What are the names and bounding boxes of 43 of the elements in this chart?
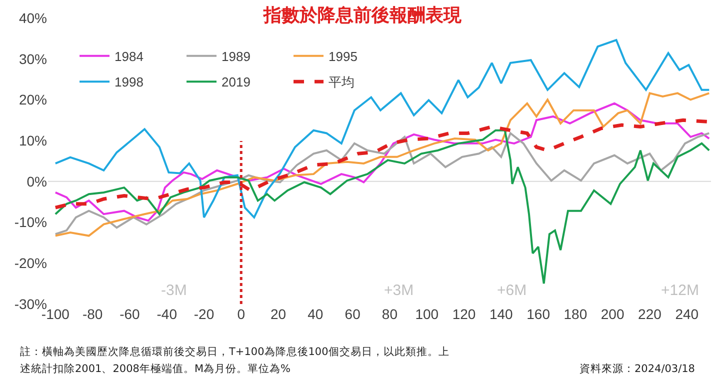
annotation: +6M bbox=[497, 282, 527, 299]
x-tick-label: -60 bbox=[120, 306, 140, 322]
x-tick-label: 240 bbox=[675, 306, 699, 322]
y-tick-label: 0% bbox=[26, 173, 47, 190]
y-tick-label: 20% bbox=[18, 92, 47, 108]
x-tick-label: 100 bbox=[415, 306, 439, 322]
line-series bbox=[54, 92, 710, 237]
x-tick-label: 120 bbox=[452, 306, 476, 322]
y-tick-label: -30% bbox=[14, 296, 47, 312]
legend-label: 平均 bbox=[328, 74, 355, 90]
line-series bbox=[54, 102, 710, 222]
annotation: -3M bbox=[161, 282, 187, 299]
x-tick-label: 180 bbox=[564, 306, 588, 322]
x-tick-label: 0 bbox=[237, 306, 246, 322]
x-tick-label: 200 bbox=[600, 306, 624, 322]
legend-label: 2019 bbox=[222, 74, 250, 90]
chart-title: 指數於降息前後報酬表現 bbox=[262, 5, 462, 26]
x-tick-label: 160 bbox=[526, 306, 550, 322]
x-tick-label: 40 bbox=[308, 306, 324, 322]
legend-label: 1989 bbox=[222, 48, 250, 64]
y-tick-label: -20% bbox=[14, 255, 47, 272]
x-tick-label: 20 bbox=[270, 306, 286, 322]
line-series bbox=[54, 39, 710, 218]
y-tick-label: 10% bbox=[18, 132, 47, 148]
x-tick-label: -80 bbox=[82, 306, 103, 322]
y-tick-label: 30% bbox=[18, 50, 47, 67]
y-tick-label: 40% bbox=[18, 10, 47, 26]
legend-label: 1984 bbox=[114, 48, 144, 64]
x-tick-label: 80 bbox=[382, 306, 398, 322]
source-note: 資料來源：2024/03/18 bbox=[579, 362, 695, 376]
legend-label: 1998 bbox=[114, 74, 144, 90]
x-tick-label: 220 bbox=[638, 306, 662, 322]
y-tick-label: -10% bbox=[14, 214, 47, 230]
legend-label: 1995 bbox=[328, 48, 358, 64]
text: 註：橫軸為美國歷次降息循環前後交易日，T+100為降息後100個交易日，以此類推。上述統計扣除2001、2008年極端值。M為月份。單位為% bbox=[20, 345, 450, 377]
annotation: +12M bbox=[661, 282, 699, 299]
line-series bbox=[54, 129, 710, 285]
x-tick-label: 140 bbox=[489, 306, 514, 322]
x-tick-label: -20 bbox=[194, 306, 214, 322]
x-tick-label: 60 bbox=[344, 306, 361, 322]
x-tick-label: -40 bbox=[156, 306, 178, 322]
line-series bbox=[54, 132, 710, 236]
annotation: +3M bbox=[384, 282, 414, 299]
